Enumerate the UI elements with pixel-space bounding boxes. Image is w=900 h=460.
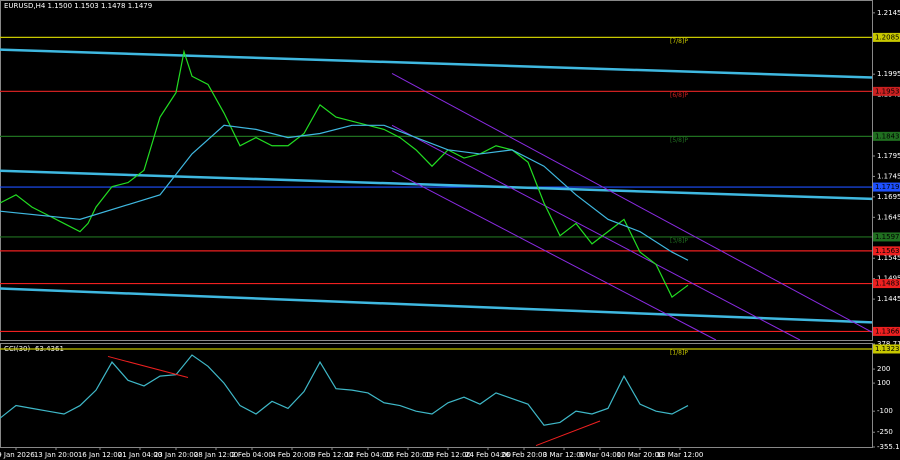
cci-line	[0, 354, 689, 426]
price-box-label: 1.1323	[875, 345, 900, 353]
x-tick-label: 23 Jan 20:00	[154, 451, 198, 459]
price-box	[873, 32, 900, 42]
price-box	[873, 86, 900, 96]
price-line	[0, 124, 689, 261]
divergence-line	[535, 420, 601, 447]
cci-panel	[0, 343, 873, 448]
price-box-label: 1.1366	[875, 327, 900, 335]
price-box-label: 1.1953	[875, 87, 900, 95]
level-tag: [1/8]P	[670, 349, 688, 356]
y-tick-label: 1.1995	[877, 70, 900, 78]
price-box-label: 1.1597	[875, 233, 900, 241]
level-tag: [6/8]P	[670, 92, 688, 99]
price-box-label: 1.1719	[875, 183, 900, 191]
y-tick-label: 100	[877, 379, 890, 387]
x-tick-label: 13 Mar 12:00	[657, 451, 704, 459]
x-tick-label: 10 Mar 20:00	[617, 451, 664, 459]
level-tag: [3/8]P	[670, 237, 688, 244]
y-tick-label: 1.1495	[877, 275, 900, 283]
price-box	[873, 326, 900, 336]
y-tick-label: 1.1795	[877, 152, 900, 160]
y-tick-label: -355.1898	[877, 443, 900, 451]
x-tick-label: 9 Feb 12:00	[311, 451, 352, 459]
x-tick-label: 21 Jan 04:00	[118, 451, 162, 459]
x-tick-label: 26 Feb 20:00	[501, 451, 547, 459]
price-box	[873, 232, 900, 242]
y-tick-label: 1.1695	[877, 193, 900, 201]
x-tick-label: 9 Jan 2026	[0, 451, 35, 459]
x-tick-label: 4 Feb 20:00	[271, 451, 312, 459]
level-tag: [7/8]P	[670, 38, 688, 45]
x-tick-label: 2 Feb 04:00	[231, 451, 272, 459]
level-tag: [5/8]P	[670, 137, 688, 144]
price-box-label: 1.2085	[875, 33, 900, 41]
y-tick-label: 200	[877, 365, 890, 373]
trendline	[0, 48, 873, 79]
x-tick-label: 24 Feb 04:00	[465, 451, 511, 459]
price-box	[873, 131, 900, 141]
price-box	[873, 246, 900, 256]
x-tick-label: 13 Jan 20:00	[34, 451, 78, 459]
x-tick-label: 16 Jan 12:00	[78, 451, 122, 459]
x-tick-label: 19 Feb 12:00	[425, 451, 471, 459]
price-box	[873, 182, 900, 192]
price-box-label: 1.1843	[875, 132, 900, 140]
price-box	[873, 279, 900, 289]
y-tick-label: 1.1445	[877, 295, 900, 303]
x-tick-label: 6 Mar 04:00	[579, 451, 621, 459]
chart-title: EURUSD,H4 1.1500 1.1503 1.1478 1.1479	[4, 2, 152, 10]
y-tick-label: -250	[877, 428, 893, 436]
trendline	[0, 169, 873, 201]
price-box-label: 1.1483	[875, 280, 900, 288]
trendline	[391, 72, 873, 333]
price-box	[873, 344, 900, 354]
y-tick-label: 1.1545	[877, 254, 900, 262]
y-tick-label: 1.2145	[877, 9, 900, 17]
x-tick-label: 3 Mar 12:00	[543, 451, 585, 459]
x-tick-label: 28 Jan 12:00	[194, 451, 238, 459]
x-tick-label: 16 Feb 20:00	[385, 451, 431, 459]
price-box-label: 1.1563	[875, 247, 900, 255]
price-line	[0, 49, 689, 298]
trendline	[391, 124, 801, 341]
x-tick-label: 12 Feb 04:00	[345, 451, 391, 459]
y-tick-label: 378.7166	[877, 340, 900, 348]
y-tick-label: -100	[877, 407, 893, 415]
trendline	[391, 170, 717, 341]
y-tick-label: 1.1745	[877, 172, 900, 180]
trendline	[0, 287, 873, 324]
y-tick-label: 1.1645	[877, 213, 900, 221]
divergence-line	[107, 355, 189, 378]
